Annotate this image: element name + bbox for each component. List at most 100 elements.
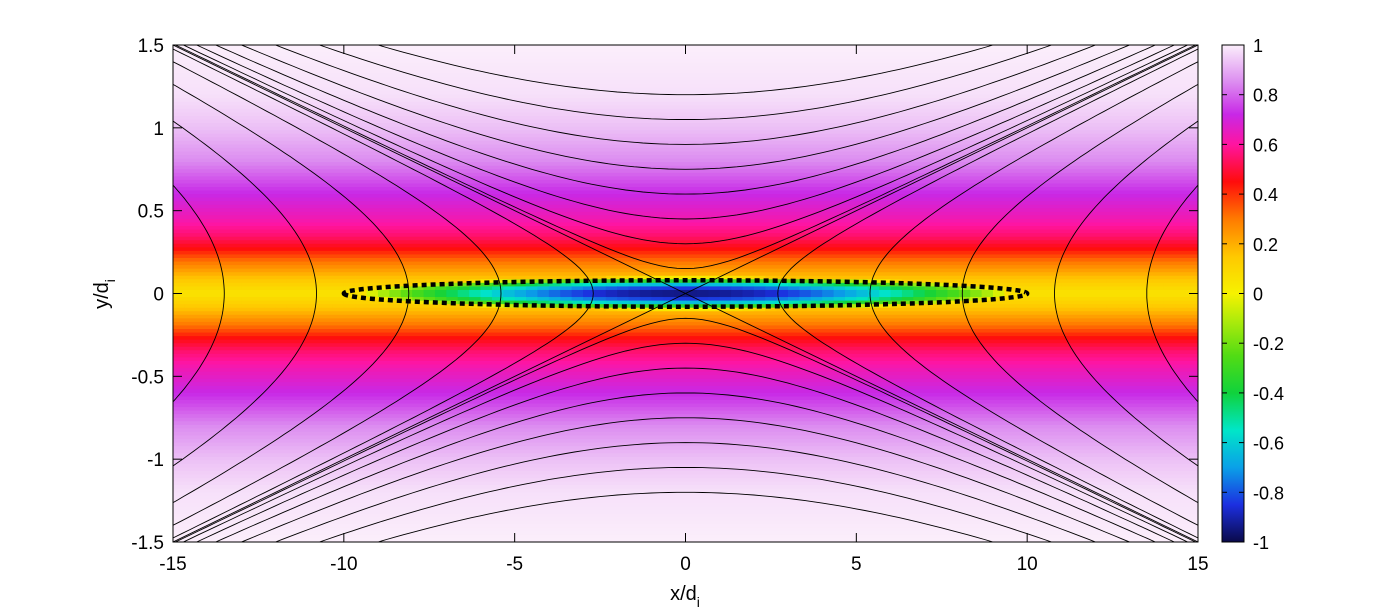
heat-cell	[446, 304, 459, 309]
heat-cell	[1095, 282, 1108, 287]
heat-cell	[173, 346, 1198, 351]
heat-cell	[434, 279, 447, 284]
heat-cell	[537, 289, 550, 295]
heat-cell	[776, 300, 789, 305]
heat-cell	[173, 403, 1198, 408]
heat-cell	[275, 275, 288, 280]
heat-cell	[252, 279, 265, 284]
heat-cell	[924, 289, 937, 295]
heat-cell	[173, 133, 1198, 138]
heat-cell	[662, 293, 675, 298]
heat-cell	[1186, 286, 1198, 291]
heat-cell	[400, 304, 413, 309]
heat-cell	[1072, 286, 1085, 291]
heat-cell	[731, 300, 744, 305]
heat-cell	[332, 304, 345, 309]
y-tick-label: 0	[153, 285, 164, 306]
heat-cell	[389, 289, 402, 295]
heat-cell	[1072, 297, 1085, 302]
y-tick-label: -1	[147, 450, 164, 471]
heat-cell	[674, 275, 687, 280]
heat-cell	[173, 286, 185, 291]
heat-cell	[412, 293, 425, 298]
heat-cell	[366, 286, 379, 291]
heat-cell	[537, 297, 550, 302]
heat-cell	[491, 293, 504, 298]
heat-cell	[753, 300, 766, 305]
heat-cell	[628, 282, 641, 287]
heat-cell	[1027, 282, 1040, 287]
heat-cell	[173, 449, 1198, 454]
heat-cell	[229, 304, 242, 309]
heat-cell	[583, 307, 595, 312]
heat-cell	[560, 289, 573, 295]
heat-cell	[264, 275, 277, 280]
heat-cell	[605, 289, 618, 295]
heat-cell	[286, 307, 299, 312]
heat-cell	[1027, 297, 1040, 302]
heat-cell	[1186, 300, 1198, 305]
heat-cell	[173, 179, 1198, 185]
heat-cell	[651, 307, 664, 312]
heat-cell	[173, 147, 1198, 153]
heat-cell	[981, 304, 994, 309]
heat-cell	[537, 307, 550, 312]
heat-cell	[560, 304, 573, 309]
heat-cell	[1106, 275, 1119, 280]
heat-cell	[1084, 307, 1097, 312]
heat-cell	[173, 73, 1198, 78]
heat-cell	[229, 275, 242, 280]
heat-cell	[594, 282, 607, 287]
heat-cell	[1084, 279, 1097, 284]
heat-cell	[241, 307, 254, 312]
heat-cell	[446, 275, 459, 280]
heat-cell	[173, 343, 1198, 348]
heat-cell	[594, 300, 607, 305]
heat-cell	[674, 297, 687, 302]
heat-cell	[1038, 293, 1051, 298]
heat-cell	[913, 293, 926, 298]
heat-cell	[241, 275, 254, 280]
heat-cell	[1106, 307, 1119, 312]
heat-cell	[1106, 297, 1119, 302]
heat-cell	[343, 282, 356, 287]
heat-cell	[173, 91, 1198, 96]
heat-cell	[173, 98, 1198, 103]
heat-cell	[173, 94, 1198, 99]
heat-cell	[173, 385, 1198, 390]
heat-cell	[503, 307, 516, 312]
heat-cell	[1072, 275, 1085, 280]
heat-cell	[537, 293, 550, 298]
heat-cell	[400, 279, 413, 284]
heat-cell	[1015, 289, 1028, 295]
y-tick-label: 0.5	[138, 202, 164, 223]
heat-cell	[446, 286, 459, 291]
heat-cell	[788, 300, 800, 305]
heat-cell	[343, 304, 356, 309]
field-line	[274, 442, 1097, 542]
heat-cell	[298, 289, 311, 295]
heat-cell	[810, 300, 823, 305]
heat-cell	[1084, 304, 1097, 309]
heat-cell	[434, 289, 447, 295]
heat-cell	[366, 289, 379, 295]
heat-cell	[423, 282, 436, 287]
heat-cell	[298, 286, 311, 291]
heat-cell	[173, 471, 1198, 476]
heat-cell	[275, 289, 288, 295]
y-axis-ticks: -1.5 -1 -0.5 0 0.5 1 1.5	[131, 36, 1198, 554]
heat-cell	[173, 314, 1198, 319]
heat-cell	[1049, 300, 1062, 305]
heat-cell	[195, 275, 208, 280]
heat-cell	[173, 488, 1198, 493]
heat-cell	[901, 304, 914, 309]
heat-cell	[617, 300, 630, 305]
heat-cell	[719, 289, 732, 295]
heat-cell	[594, 286, 607, 291]
heat-cell	[651, 275, 664, 280]
heat-cell	[252, 300, 265, 305]
heat-cell	[913, 304, 926, 309]
heat-cell	[241, 286, 254, 291]
heat-cell	[628, 300, 641, 305]
heat-cell	[195, 297, 208, 302]
